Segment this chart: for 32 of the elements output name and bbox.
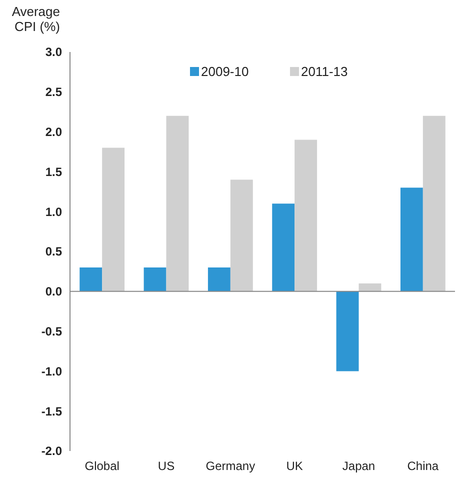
y-tick-label: 3.0 bbox=[45, 45, 62, 60]
y-tick-label: -1.5 bbox=[41, 404, 62, 418]
y-tick-label: 2.0 bbox=[45, 125, 62, 139]
y-tick-label: -1.0 bbox=[41, 364, 62, 378]
bar bbox=[400, 188, 423, 292]
x-tick-label: US bbox=[158, 459, 175, 473]
bar bbox=[144, 267, 166, 292]
bar bbox=[336, 291, 359, 372]
y-tick-label: 1.5 bbox=[45, 164, 62, 179]
x-tick-label: UK bbox=[286, 459, 303, 473]
bar bbox=[422, 116, 446, 292]
x-tick-label: Japan bbox=[342, 459, 376, 473]
bar bbox=[80, 267, 102, 292]
bar bbox=[208, 267, 230, 292]
y-axis-title: Average CPI (%) bbox=[12, 4, 60, 34]
y-tick-label: 1.0 bbox=[45, 204, 62, 219]
bar bbox=[272, 204, 295, 292]
legend-label: 2011-13 bbox=[301, 64, 348, 79]
y-tick-label: 0.5 bbox=[45, 244, 62, 259]
y-tick-label: 2.5 bbox=[45, 85, 62, 100]
y-tick-label: -0.5 bbox=[41, 324, 62, 338]
y-tick-label: 0.0 bbox=[45, 284, 62, 299]
x-tick-label: China bbox=[407, 459, 439, 473]
bar bbox=[358, 283, 382, 292]
bar bbox=[102, 148, 125, 292]
legend-label: 2009-10 bbox=[201, 64, 249, 79]
y-tick-label: -2.0 bbox=[41, 444, 62, 458]
bar bbox=[230, 180, 253, 292]
bar bbox=[294, 140, 318, 292]
x-tick-label: Global bbox=[84, 459, 120, 473]
bar bbox=[166, 116, 189, 292]
x-tick-label: Germany bbox=[206, 459, 256, 473]
